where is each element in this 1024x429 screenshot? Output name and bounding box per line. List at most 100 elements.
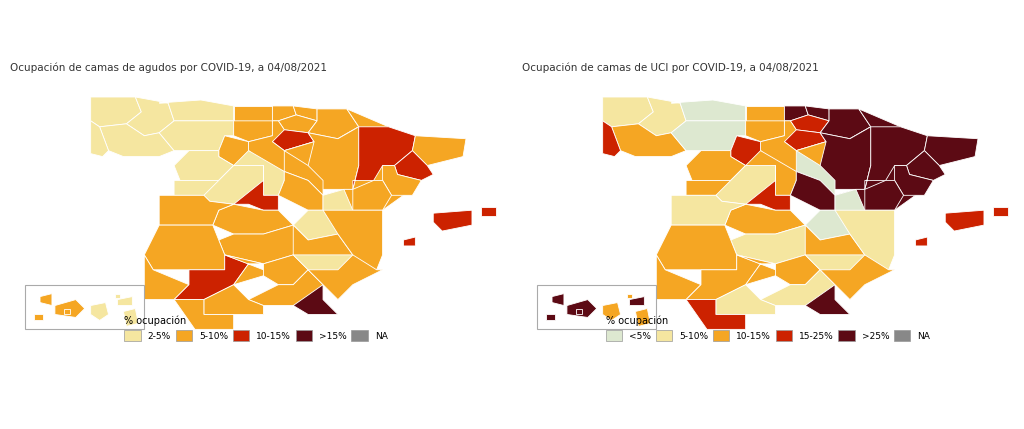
Polygon shape bbox=[144, 225, 224, 270]
Polygon shape bbox=[915, 237, 928, 246]
Polygon shape bbox=[63, 308, 70, 314]
Polygon shape bbox=[308, 255, 383, 299]
Polygon shape bbox=[124, 308, 138, 326]
Polygon shape bbox=[686, 299, 745, 329]
Polygon shape bbox=[383, 166, 421, 195]
Polygon shape bbox=[353, 127, 416, 189]
Polygon shape bbox=[413, 136, 466, 166]
Polygon shape bbox=[791, 172, 835, 210]
Polygon shape bbox=[34, 314, 43, 320]
Polygon shape bbox=[835, 151, 915, 210]
Polygon shape bbox=[805, 285, 850, 314]
Polygon shape bbox=[575, 308, 582, 314]
Polygon shape bbox=[159, 100, 233, 121]
Polygon shape bbox=[945, 210, 984, 231]
Polygon shape bbox=[293, 285, 338, 314]
Polygon shape bbox=[293, 189, 353, 240]
Polygon shape bbox=[233, 166, 279, 210]
Polygon shape bbox=[716, 285, 775, 314]
Polygon shape bbox=[906, 151, 945, 181]
Polygon shape bbox=[745, 166, 791, 210]
Polygon shape bbox=[656, 255, 701, 299]
Polygon shape bbox=[716, 166, 775, 204]
Polygon shape bbox=[603, 121, 621, 157]
Polygon shape bbox=[865, 181, 903, 210]
Polygon shape bbox=[204, 166, 263, 204]
Polygon shape bbox=[567, 299, 597, 317]
Polygon shape bbox=[745, 121, 784, 142]
Polygon shape bbox=[731, 136, 775, 166]
Polygon shape bbox=[91, 97, 141, 127]
Polygon shape bbox=[761, 121, 826, 172]
Polygon shape bbox=[745, 151, 797, 195]
Polygon shape bbox=[233, 121, 272, 142]
Polygon shape bbox=[791, 115, 829, 133]
Polygon shape bbox=[797, 127, 870, 189]
Polygon shape bbox=[993, 207, 1008, 216]
Polygon shape bbox=[204, 285, 263, 314]
Polygon shape bbox=[797, 151, 835, 195]
Polygon shape bbox=[233, 106, 272, 121]
Polygon shape bbox=[118, 296, 132, 305]
Polygon shape bbox=[805, 106, 829, 121]
Polygon shape bbox=[784, 106, 808, 121]
Polygon shape bbox=[820, 255, 895, 299]
Polygon shape bbox=[159, 121, 233, 151]
Polygon shape bbox=[249, 270, 323, 305]
Polygon shape bbox=[611, 124, 686, 157]
Polygon shape bbox=[55, 299, 85, 317]
Polygon shape bbox=[293, 106, 317, 121]
Polygon shape bbox=[91, 121, 109, 157]
Polygon shape bbox=[761, 270, 835, 305]
Polygon shape bbox=[636, 308, 650, 326]
Polygon shape bbox=[40, 293, 52, 305]
Polygon shape bbox=[686, 151, 745, 181]
Polygon shape bbox=[99, 124, 174, 157]
Polygon shape bbox=[263, 255, 308, 285]
Polygon shape bbox=[686, 255, 761, 299]
Polygon shape bbox=[805, 255, 865, 299]
Polygon shape bbox=[895, 166, 933, 195]
Polygon shape bbox=[736, 255, 791, 285]
Polygon shape bbox=[784, 130, 826, 151]
Polygon shape bbox=[174, 151, 233, 181]
Polygon shape bbox=[546, 314, 555, 320]
Polygon shape bbox=[552, 293, 564, 305]
Polygon shape bbox=[224, 255, 279, 285]
Polygon shape bbox=[686, 166, 745, 195]
Polygon shape bbox=[272, 130, 314, 151]
Polygon shape bbox=[249, 121, 314, 172]
Polygon shape bbox=[725, 204, 805, 234]
Polygon shape bbox=[213, 204, 293, 234]
Polygon shape bbox=[403, 237, 416, 246]
Polygon shape bbox=[394, 151, 433, 181]
Polygon shape bbox=[353, 181, 391, 210]
Polygon shape bbox=[279, 115, 317, 133]
Polygon shape bbox=[115, 293, 121, 298]
Polygon shape bbox=[805, 189, 865, 240]
Polygon shape bbox=[279, 172, 323, 210]
Polygon shape bbox=[805, 225, 865, 270]
Polygon shape bbox=[630, 296, 644, 305]
Legend: 2-5%, 5-10%, 10-15%, >15%, NA: 2-5%, 5-10%, 10-15%, >15%, NA bbox=[121, 312, 391, 345]
Polygon shape bbox=[285, 127, 358, 189]
Polygon shape bbox=[603, 302, 621, 320]
Polygon shape bbox=[219, 225, 308, 264]
Polygon shape bbox=[865, 127, 928, 189]
Polygon shape bbox=[323, 109, 388, 166]
Polygon shape bbox=[219, 136, 263, 166]
Polygon shape bbox=[433, 210, 472, 231]
Polygon shape bbox=[293, 255, 353, 299]
Polygon shape bbox=[671, 195, 745, 225]
Polygon shape bbox=[820, 109, 870, 139]
Polygon shape bbox=[308, 109, 358, 139]
Polygon shape bbox=[638, 97, 686, 136]
Polygon shape bbox=[656, 225, 736, 270]
Polygon shape bbox=[91, 302, 109, 320]
Polygon shape bbox=[233, 151, 285, 195]
Polygon shape bbox=[835, 210, 895, 270]
Polygon shape bbox=[285, 151, 323, 195]
Polygon shape bbox=[671, 121, 745, 151]
Polygon shape bbox=[126, 97, 174, 136]
Polygon shape bbox=[481, 207, 496, 216]
